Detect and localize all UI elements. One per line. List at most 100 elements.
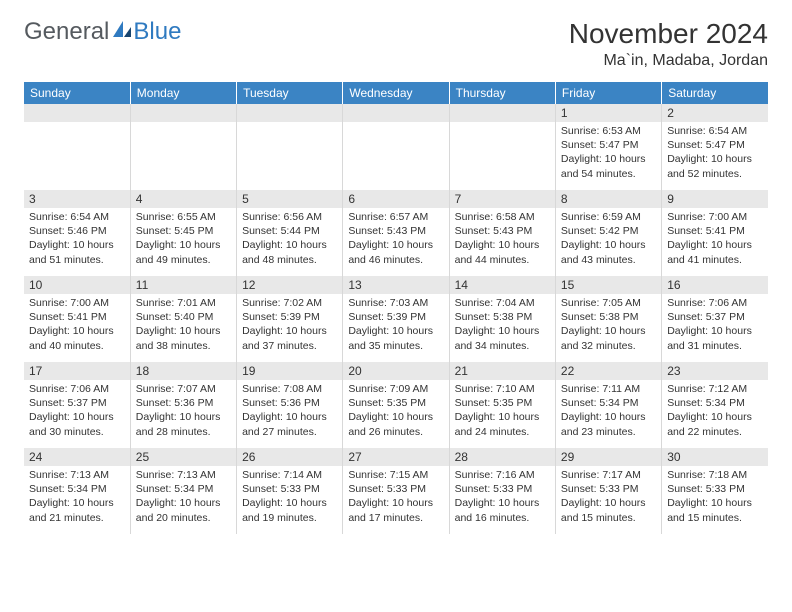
day-number: 6 [343,190,448,208]
sail-icon [111,18,133,46]
calendar-cell: 11Sunrise: 7:01 AMSunset: 5:40 PMDayligh… [130,276,236,362]
calendar-row: 10Sunrise: 7:00 AMSunset: 5:41 PMDayligh… [24,276,768,362]
day-content: Sunrise: 6:57 AMSunset: 5:43 PMDaylight:… [343,208,448,271]
day-number: 22 [556,362,661,380]
calendar-cell: 4Sunrise: 6:55 AMSunset: 5:45 PMDaylight… [130,190,236,276]
day-content: Sunrise: 7:06 AMSunset: 5:37 PMDaylight:… [662,294,768,357]
day-number: 13 [343,276,448,294]
day-content: Sunrise: 6:59 AMSunset: 5:42 PMDaylight:… [556,208,661,271]
calendar-cell: 2Sunrise: 6:54 AMSunset: 5:47 PMDaylight… [662,104,768,190]
day-number: 9 [662,190,768,208]
day-content: Sunrise: 7:18 AMSunset: 5:33 PMDaylight:… [662,466,768,529]
header: General Blue November 2024 Ma`in, Madaba… [24,18,768,70]
day-content: Sunrise: 7:00 AMSunset: 5:41 PMDaylight:… [662,208,768,271]
day-content: Sunrise: 6:53 AMSunset: 5:47 PMDaylight:… [556,122,661,185]
calendar-cell: 18Sunrise: 7:07 AMSunset: 5:36 PMDayligh… [130,362,236,448]
day-content: Sunrise: 7:16 AMSunset: 5:33 PMDaylight:… [450,466,555,529]
day-number: 4 [131,190,236,208]
day-header: Saturday [662,82,768,104]
day-number: 29 [556,448,661,466]
day-number: 2 [662,104,768,122]
days-header-row: SundayMondayTuesdayWednesdayThursdayFrid… [24,82,768,104]
day-content: Sunrise: 7:13 AMSunset: 5:34 PMDaylight:… [131,466,236,529]
page-title: November 2024 [569,18,768,50]
day-content: Sunrise: 6:54 AMSunset: 5:47 PMDaylight:… [662,122,768,185]
calendar-cell: 26Sunrise: 7:14 AMSunset: 5:33 PMDayligh… [237,448,343,534]
day-number: 25 [131,448,236,466]
day-number [343,104,448,122]
day-content: Sunrise: 7:05 AMSunset: 5:38 PMDaylight:… [556,294,661,357]
day-number: 11 [131,276,236,294]
calendar-cell: 20Sunrise: 7:09 AMSunset: 5:35 PMDayligh… [343,362,449,448]
calendar-cell: 10Sunrise: 7:00 AMSunset: 5:41 PMDayligh… [24,276,130,362]
day-content: Sunrise: 7:09 AMSunset: 5:35 PMDaylight:… [343,380,448,443]
calendar-cell: 16Sunrise: 7:06 AMSunset: 5:37 PMDayligh… [662,276,768,362]
day-header: Wednesday [343,82,449,104]
day-content: Sunrise: 6:55 AMSunset: 5:45 PMDaylight:… [131,208,236,271]
calendar-row: 17Sunrise: 7:06 AMSunset: 5:37 PMDayligh… [24,362,768,448]
day-content [131,122,236,128]
day-content: Sunrise: 7:01 AMSunset: 5:40 PMDaylight:… [131,294,236,357]
day-content: Sunrise: 7:17 AMSunset: 5:33 PMDaylight:… [556,466,661,529]
day-content: Sunrise: 7:00 AMSunset: 5:41 PMDaylight:… [24,294,130,357]
day-content: Sunrise: 7:10 AMSunset: 5:35 PMDaylight:… [450,380,555,443]
day-content: Sunrise: 6:56 AMSunset: 5:44 PMDaylight:… [237,208,342,271]
calendar-cell: 13Sunrise: 7:03 AMSunset: 5:39 PMDayligh… [343,276,449,362]
day-number: 21 [450,362,555,380]
day-number: 23 [662,362,768,380]
day-number [450,104,555,122]
day-content: Sunrise: 7:14 AMSunset: 5:33 PMDaylight:… [237,466,342,529]
day-content: Sunrise: 7:12 AMSunset: 5:34 PMDaylight:… [662,380,768,443]
calendar-cell: 28Sunrise: 7:16 AMSunset: 5:33 PMDayligh… [449,448,555,534]
day-number: 1 [556,104,661,122]
day-number: 5 [237,190,342,208]
calendar-cell: 15Sunrise: 7:05 AMSunset: 5:38 PMDayligh… [555,276,661,362]
day-number: 28 [450,448,555,466]
calendar-cell: 30Sunrise: 7:18 AMSunset: 5:33 PMDayligh… [662,448,768,534]
calendar-cell: 5Sunrise: 6:56 AMSunset: 5:44 PMDaylight… [237,190,343,276]
calendar-cell: 7Sunrise: 6:58 AMSunset: 5:43 PMDaylight… [449,190,555,276]
logo-text-2: Blue [133,18,181,46]
calendar-cell: 23Sunrise: 7:12 AMSunset: 5:34 PMDayligh… [662,362,768,448]
calendar-cell: 1Sunrise: 6:53 AMSunset: 5:47 PMDaylight… [555,104,661,190]
day-header: Friday [555,82,661,104]
day-content: Sunrise: 7:04 AMSunset: 5:38 PMDaylight:… [450,294,555,357]
day-header: Tuesday [237,82,343,104]
day-content: Sunrise: 7:15 AMSunset: 5:33 PMDaylight:… [343,466,448,529]
calendar-cell: 19Sunrise: 7:08 AMSunset: 5:36 PMDayligh… [237,362,343,448]
day-number: 24 [24,448,130,466]
calendar-cell [237,104,343,190]
day-content: Sunrise: 6:54 AMSunset: 5:46 PMDaylight:… [24,208,130,271]
calendar-cell: 22Sunrise: 7:11 AMSunset: 5:34 PMDayligh… [555,362,661,448]
day-content: Sunrise: 7:03 AMSunset: 5:39 PMDaylight:… [343,294,448,357]
calendar-row: 1Sunrise: 6:53 AMSunset: 5:47 PMDaylight… [24,104,768,190]
day-content [450,122,555,128]
calendar-row: 24Sunrise: 7:13 AMSunset: 5:34 PMDayligh… [24,448,768,534]
calendar-cell: 9Sunrise: 7:00 AMSunset: 5:41 PMDaylight… [662,190,768,276]
day-number: 30 [662,448,768,466]
day-header: Sunday [24,82,130,104]
calendar-cell [449,104,555,190]
day-number: 19 [237,362,342,380]
day-number [237,104,342,122]
day-number: 17 [24,362,130,380]
logo-text-1: General [24,18,109,46]
day-number: 12 [237,276,342,294]
day-number [131,104,236,122]
day-number: 7 [450,190,555,208]
calendar-cell: 3Sunrise: 6:54 AMSunset: 5:46 PMDaylight… [24,190,130,276]
day-content: Sunrise: 7:07 AMSunset: 5:36 PMDaylight:… [131,380,236,443]
day-content [24,122,130,128]
title-block: November 2024 Ma`in, Madaba, Jordan [569,18,768,70]
day-content: Sunrise: 6:58 AMSunset: 5:43 PMDaylight:… [450,208,555,271]
calendar-row: 3Sunrise: 6:54 AMSunset: 5:46 PMDaylight… [24,190,768,276]
calendar-cell: 6Sunrise: 6:57 AMSunset: 5:43 PMDaylight… [343,190,449,276]
calendar-table: SundayMondayTuesdayWednesdayThursdayFrid… [24,82,768,534]
calendar-cell [130,104,236,190]
day-content: Sunrise: 7:06 AMSunset: 5:37 PMDaylight:… [24,380,130,443]
day-content: Sunrise: 7:08 AMSunset: 5:36 PMDaylight:… [237,380,342,443]
logo: General Blue [24,18,181,46]
calendar-cell [343,104,449,190]
day-number: 16 [662,276,768,294]
day-number: 14 [450,276,555,294]
